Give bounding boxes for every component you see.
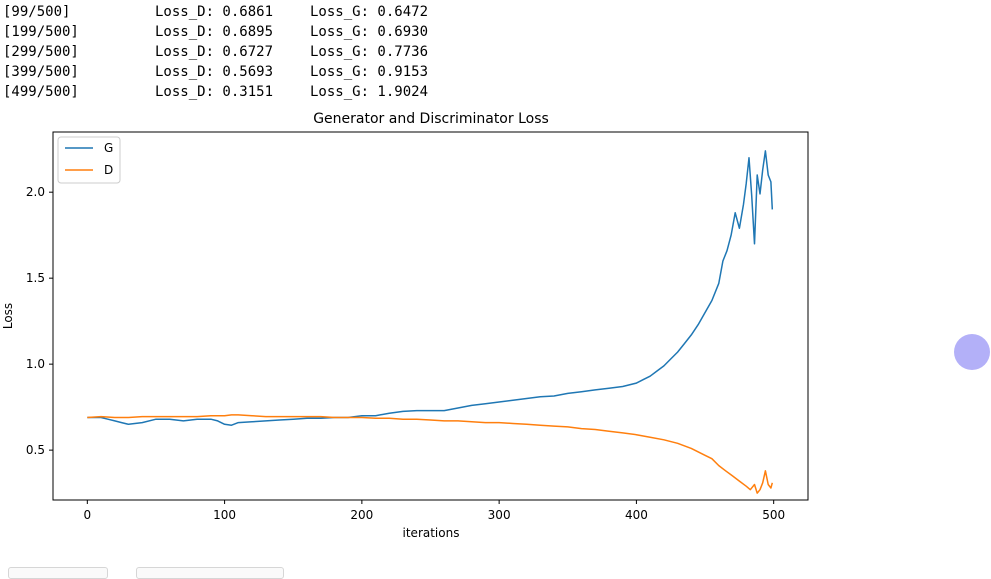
series-line-g — [87, 150, 774, 426]
loss-chart: Generator and Discriminator Loss 0 100 200… — [1, 111, 809, 540]
log-step: [99/500] — [3, 4, 71, 20]
log-line: [99/500] Loss_D: 0.6861 Loss_G: 0.6472 — [3, 2, 428, 22]
log-loss-g: Loss_G: 0.6472 — [310, 4, 429, 20]
log-step: [199/500] — [3, 24, 79, 40]
legend-label-d: D — [104, 163, 113, 177]
log-loss-d: Loss_D: 0.5693 — [155, 64, 274, 80]
log-loss-d: Loss_D: 0.6727 — [155, 44, 274, 60]
log-loss-d: Loss_D: 0.6861 — [155, 4, 274, 20]
legend-label-g: G — [104, 141, 113, 155]
x-tick-label: 300 — [488, 508, 511, 522]
log-loss-d: Loss_D: 0.6895 — [155, 24, 274, 40]
y-tick-label: 1.5 — [26, 271, 45, 285]
x-tick-label: 500 — [762, 508, 785, 522]
log-step: [499/500] — [3, 84, 79, 100]
log-loss-d: Loss_D: 0.3151 — [155, 84, 274, 100]
x-axis-label: iterations — [403, 526, 460, 540]
log-loss-g: Loss_G: 1.9024 — [310, 84, 429, 100]
series-line-d — [87, 414, 774, 494]
training-log: [99/500] Loss_D: 0.6861 Loss_G: 0.6472 [19… — [3, 2, 428, 102]
widget-stub[interactable] — [8, 567, 108, 579]
legend: G D — [57, 136, 121, 184]
y-tick-label: 2.0 — [26, 185, 45, 199]
log-step: [399/500] — [3, 64, 79, 80]
log-line: [499/500] Loss_D: 0.3151 Loss_G: 1.9024 — [3, 82, 428, 102]
x-tick-label: 100 — [213, 508, 236, 522]
log-loss-g: Loss_G: 0.7736 — [310, 44, 429, 60]
y-tick-label: 0.5 — [26, 443, 45, 457]
x-tick-label: 0 — [83, 508, 91, 522]
log-line: [299/500] Loss_D: 0.6727 Loss_G: 0.7736 — [3, 42, 428, 62]
log-loss-g: Loss_G: 0.9153 — [310, 64, 429, 80]
y-tick-label: 1.0 — [26, 357, 45, 371]
log-line: [399/500] Loss_D: 0.5693 Loss_G: 0.9153 — [3, 62, 428, 82]
x-tick-label: 400 — [625, 508, 648, 522]
cursor-indicator — [954, 334, 990, 370]
log-step: [299/500] — [3, 44, 79, 60]
log-loss-g: Loss_G: 0.6930 — [310, 24, 429, 40]
y-axis-label: Loss — [1, 303, 15, 329]
chart-title: Generator and Discriminator Loss — [313, 111, 549, 127]
log-line: [199/500] Loss_D: 0.6895 Loss_G: 0.6930 — [3, 22, 428, 42]
widget-stub[interactable] — [136, 567, 284, 579]
x-tick-label: 200 — [350, 508, 373, 522]
plot-frame — [52, 131, 809, 501]
